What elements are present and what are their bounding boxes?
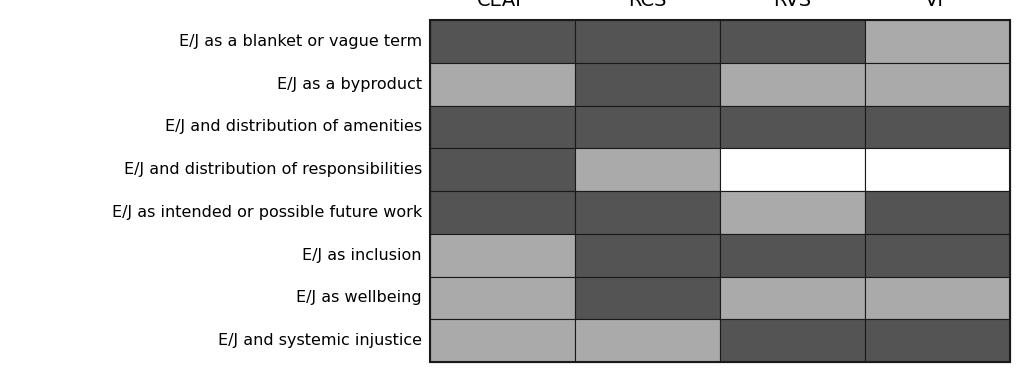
Bar bbox=[430, 20, 1010, 362]
Text: CEAP: CEAP bbox=[477, 0, 528, 10]
Bar bbox=[430, 191, 575, 234]
Bar bbox=[720, 20, 865, 63]
Bar bbox=[430, 319, 575, 362]
Bar bbox=[575, 63, 720, 106]
Bar bbox=[865, 191, 1010, 234]
Bar bbox=[865, 319, 1010, 362]
Bar bbox=[430, 148, 575, 191]
Text: E/J as a blanket or vague term: E/J as a blanket or vague term bbox=[179, 34, 422, 49]
Text: RCS: RCS bbox=[629, 0, 667, 10]
Text: E/J as a byproduct: E/J as a byproduct bbox=[276, 77, 422, 92]
Text: RVS: RVS bbox=[773, 0, 812, 10]
Text: E/J and distribution of responsibilities: E/J and distribution of responsibilities bbox=[124, 162, 422, 177]
Bar bbox=[865, 63, 1010, 106]
Bar bbox=[430, 277, 575, 319]
Bar bbox=[865, 148, 1010, 191]
Text: E/J and distribution of amenities: E/J and distribution of amenities bbox=[165, 119, 422, 135]
Bar bbox=[720, 191, 865, 234]
Bar bbox=[575, 319, 720, 362]
Bar bbox=[430, 234, 575, 277]
Text: E/J as intended or possible future work: E/J as intended or possible future work bbox=[112, 205, 422, 220]
Bar bbox=[720, 63, 865, 106]
Bar bbox=[575, 106, 720, 148]
Text: E/J as inclusion: E/J as inclusion bbox=[302, 248, 422, 263]
Bar bbox=[720, 234, 865, 277]
Text: E/J and systemic injustice: E/J and systemic injustice bbox=[218, 333, 422, 348]
Bar bbox=[430, 106, 575, 148]
Bar bbox=[575, 148, 720, 191]
Bar bbox=[865, 20, 1010, 63]
Bar bbox=[720, 148, 865, 191]
Bar bbox=[865, 234, 1010, 277]
Text: E/J as wellbeing: E/J as wellbeing bbox=[296, 290, 422, 306]
Bar bbox=[720, 277, 865, 319]
Bar bbox=[575, 191, 720, 234]
Bar bbox=[575, 277, 720, 319]
Bar bbox=[720, 106, 865, 148]
Bar bbox=[575, 234, 720, 277]
Bar bbox=[720, 319, 865, 362]
Bar bbox=[430, 63, 575, 106]
Bar bbox=[430, 20, 575, 63]
Bar bbox=[865, 277, 1010, 319]
Bar bbox=[575, 20, 720, 63]
Bar bbox=[865, 106, 1010, 148]
Text: VP: VP bbox=[925, 0, 950, 10]
